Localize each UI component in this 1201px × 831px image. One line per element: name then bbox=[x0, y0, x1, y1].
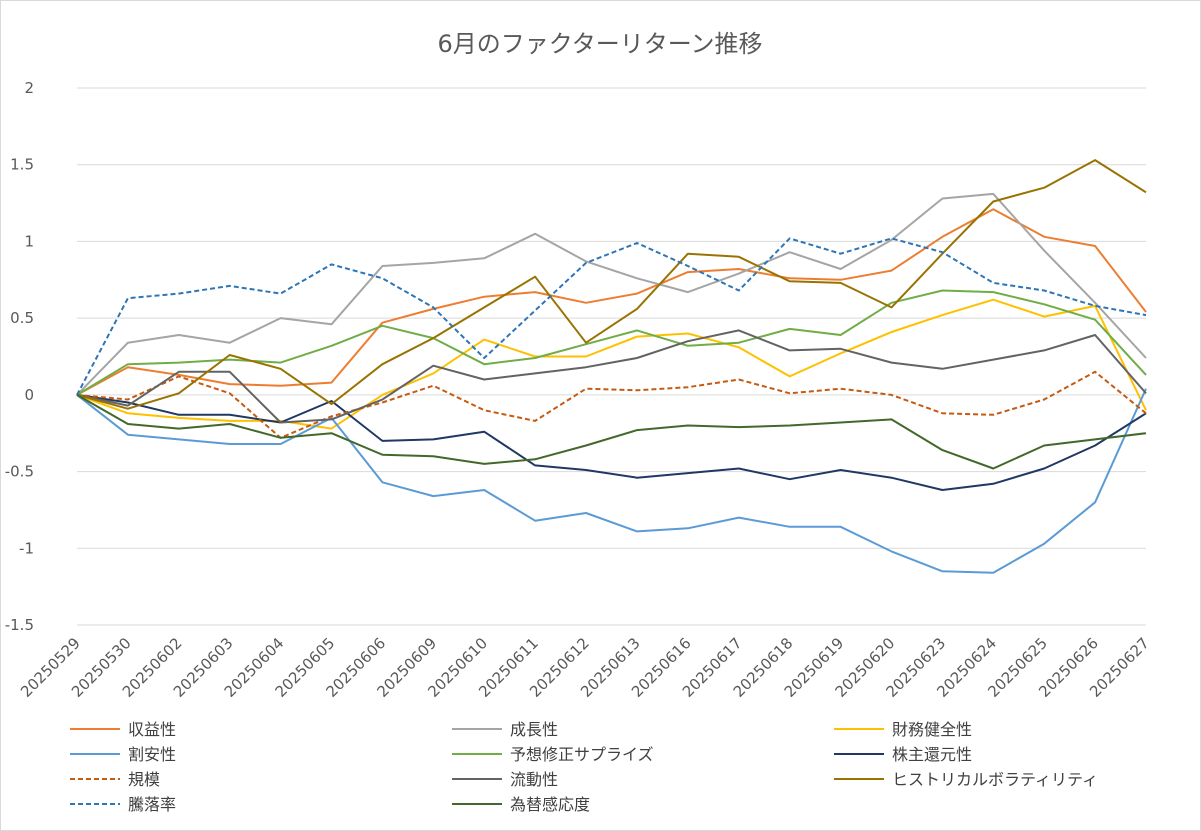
legend-label: 予想修正サプライズ bbox=[510, 745, 654, 764]
chart-title: 6月のファクターリターン推移 bbox=[437, 30, 762, 58]
legend-label: 規模 bbox=[128, 770, 160, 789]
gridlines bbox=[77, 87, 1146, 626]
legend-item: 予想修正サプライズ bbox=[452, 745, 654, 764]
series-line bbox=[76, 394, 1147, 470]
legend-label: 株主還元性 bbox=[892, 745, 972, 764]
legend-label: 騰落率 bbox=[128, 795, 176, 814]
y-tick-label: 1.5 bbox=[10, 156, 34, 174]
x-axis: 2025052920250530202506022025060320250604… bbox=[17, 634, 1153, 701]
legend-item: 規模 bbox=[70, 770, 160, 789]
series-line bbox=[76, 192, 1147, 396]
legend-label: 為替感応度 bbox=[510, 795, 590, 814]
y-tick-label: 0 bbox=[24, 386, 34, 404]
legend-label: ヒストリカルボラティリティ bbox=[892, 770, 1098, 789]
legend-item: 為替感応度 bbox=[452, 795, 590, 814]
legend-label: 財務健全性 bbox=[892, 720, 972, 739]
y-tick-label: 0.5 bbox=[10, 309, 34, 327]
series-line bbox=[76, 329, 1147, 424]
series-line bbox=[76, 393, 1147, 491]
legend-label: 割安性 bbox=[128, 745, 176, 764]
y-tick-label: -1 bbox=[19, 539, 34, 557]
legend-item: 成長性 bbox=[452, 720, 558, 739]
y-tick-label: 2 bbox=[24, 79, 34, 97]
legend-label: 成長性 bbox=[510, 720, 558, 739]
legend-item: ヒストリカルボラティリティ bbox=[834, 770, 1098, 789]
legend-item: 株主還元性 bbox=[834, 745, 972, 764]
y-tick-label: -1.5 bbox=[5, 616, 34, 634]
series-line bbox=[76, 237, 1147, 396]
legend-item: 収益性 bbox=[70, 720, 176, 739]
legend-item: 財務健全性 bbox=[834, 720, 972, 739]
series-line bbox=[76, 388, 1147, 574]
series-line bbox=[76, 159, 1147, 410]
legend-label: 流動性 bbox=[510, 770, 558, 789]
series-line bbox=[76, 370, 1147, 439]
series-lines bbox=[76, 159, 1147, 574]
legend-item: 割安性 bbox=[70, 745, 176, 764]
series-line bbox=[76, 208, 1147, 396]
y-tick-label: 1 bbox=[24, 232, 34, 250]
legend-label: 収益性 bbox=[128, 720, 176, 739]
y-tick-label: -0.5 bbox=[5, 463, 34, 481]
legend-item: 騰落率 bbox=[70, 795, 176, 814]
legend-item: 流動性 bbox=[452, 770, 558, 789]
series-line bbox=[76, 298, 1147, 430]
y-axis: 2 1.5 1 0.5 0 -0.5 -1 -1.5 bbox=[5, 79, 34, 634]
